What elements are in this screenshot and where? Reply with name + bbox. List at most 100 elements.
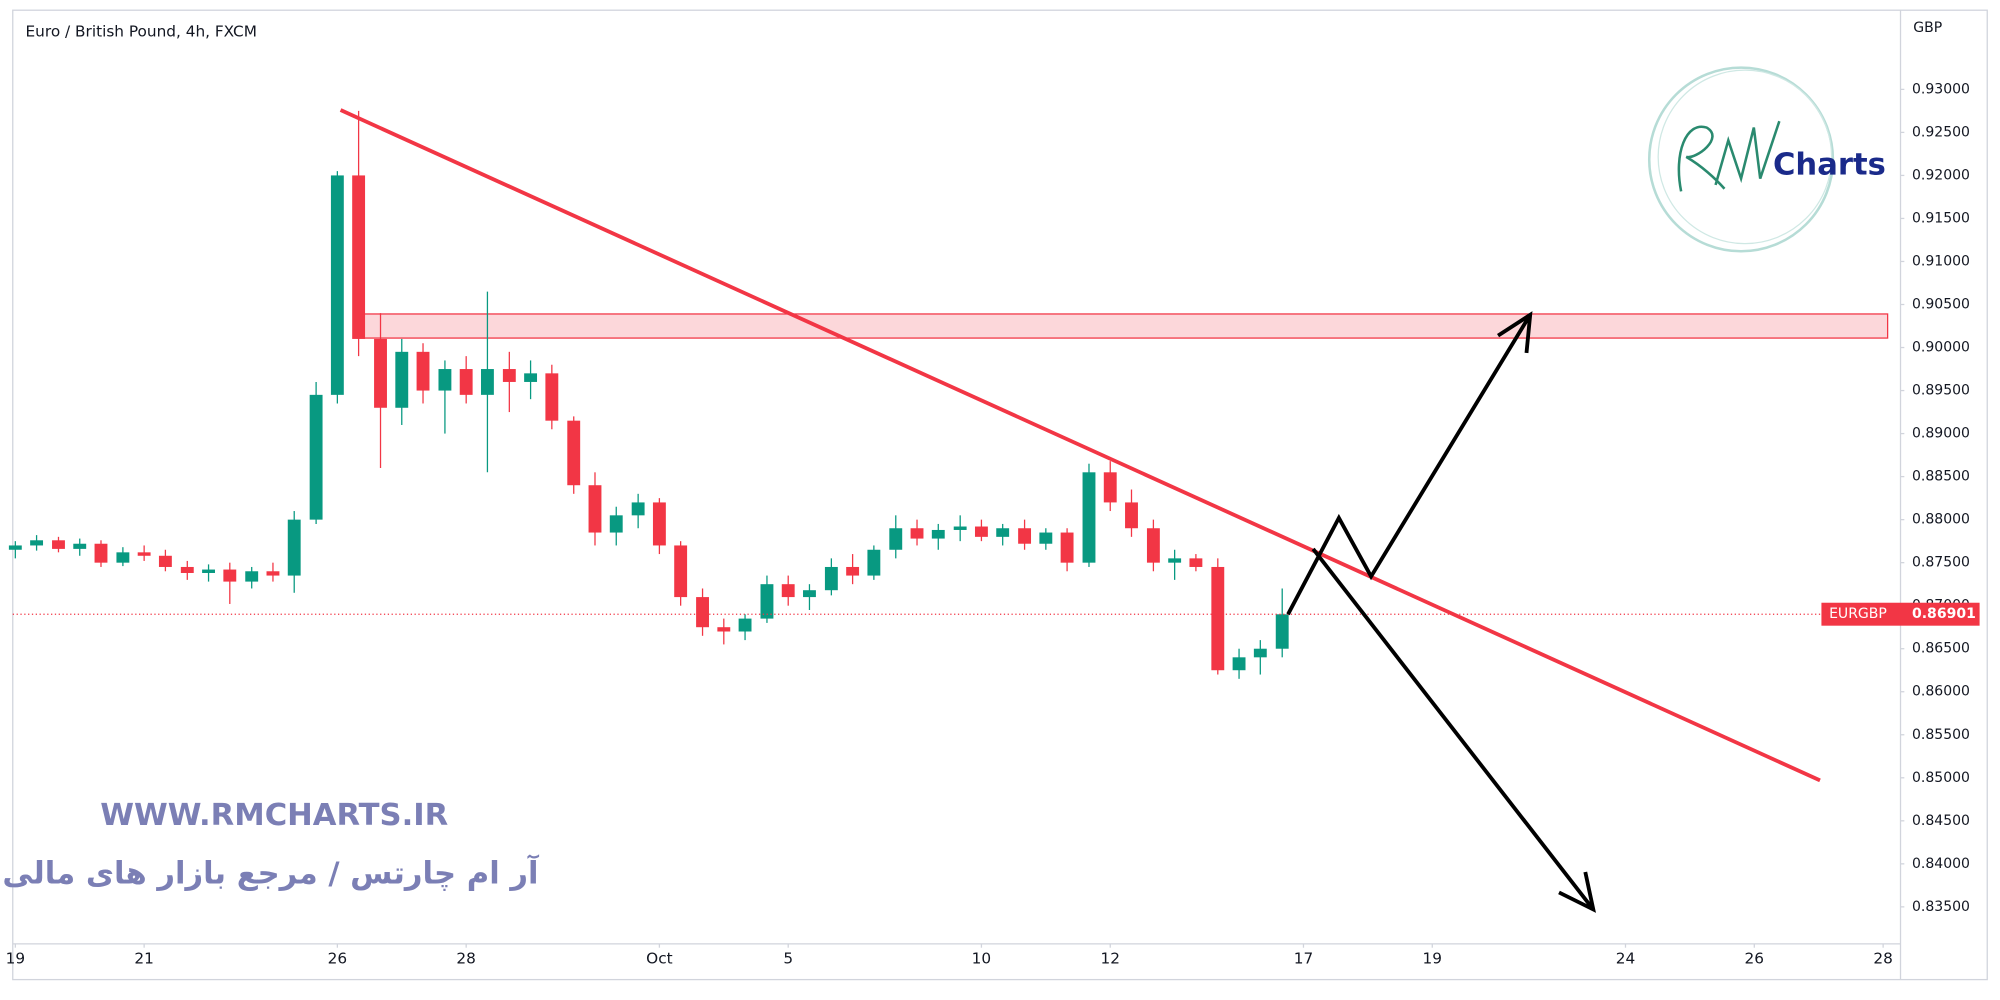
logo: Charts [1647,66,1886,253]
price-tag-symbol: EURGBP [1829,606,1887,622]
candle-body [73,543,87,549]
candle-body [374,338,387,408]
x-tick-label: 21 [134,950,153,968]
candle-body [223,569,237,582]
candle-body [931,529,945,539]
candle-body [889,528,903,550]
y-tick-label: 0.84500 [1912,813,1970,829]
watermark-tagline: آر ام چارتس / مرجع بازار های مالی [2,854,540,892]
candle-body [1232,657,1246,671]
y-tick-label: 0.92000 [1912,167,1970,183]
candle-body [609,515,623,533]
x-tick-label: 12 [1101,950,1120,968]
currency-label: GBP [1913,20,1942,36]
y-tick-label: 0.92500 [1912,124,1970,140]
candle-body [158,555,172,567]
y-tick-label: 0.87500 [1912,555,1970,571]
y-tick-label: 0.86000 [1912,684,1970,700]
x-tick-label: 26 [328,950,347,968]
arrow-head [1497,311,1533,354]
candle-body [1168,558,1182,563]
candle-body [674,545,688,598]
y-tick-label: 0.90000 [1912,340,1970,356]
candle-body [652,502,666,546]
candle-body [996,528,1010,537]
watermark-url: WWW.RMCHARTS.IR [100,798,448,833]
candle-body [1275,614,1289,649]
candle-body [974,526,988,537]
candle-body [30,540,44,546]
logo-text: Charts [1773,147,1886,182]
y-tick-label: 0.88000 [1912,512,1970,528]
candle-body [567,420,581,486]
candle-body [781,584,795,598]
candle-body [717,627,731,632]
candle-body [202,569,215,573]
candle-body [846,566,860,576]
y-tick-label: 0.91000 [1912,253,1970,269]
candle-body [116,552,130,563]
y-tick-label: 0.86500 [1912,641,1970,657]
price-tag-value: 0.86901 [1912,606,1976,622]
y-tick-label: 0.90500 [1912,297,1970,313]
projection-arrow [1286,313,1532,616]
candle-body [1018,528,1032,544]
candle-body [1103,472,1117,503]
candle-body [588,485,602,533]
trendline [339,108,1821,783]
y-tick-label: 0.93000 [1912,81,1970,97]
candle-body [631,502,645,516]
candle-body [1211,566,1225,671]
candle-body [910,528,924,539]
logo-ring [1647,66,1835,253]
resistance-zone [356,313,1889,339]
x-tick-label: 28 [1873,950,1892,968]
y-tick-label: 0.85500 [1912,727,1970,743]
candle-body [480,369,494,395]
candle-body [1189,558,1203,567]
candle-body [309,394,323,520]
candle-body [502,369,516,382]
x-tick-label: 10 [972,950,991,968]
candle-body [803,590,816,598]
y-tick-label: 0.88500 [1912,469,1970,485]
candle-body [330,175,344,395]
candle-body [8,545,22,550]
candle-body [545,373,559,421]
y-tick-label: 0.89500 [1912,383,1970,399]
y-tick-label: 0.83500 [1912,899,1970,915]
candle-body [953,526,967,530]
candle-body [395,351,409,408]
candle-body [696,597,709,628]
candle-body [438,369,452,391]
candle-body [1125,502,1138,529]
candle-body [1039,532,1053,544]
logo-mark [1677,120,1781,192]
candle-body [266,571,280,576]
candle-body [245,571,259,582]
y-tick-label: 0.85000 [1912,770,1970,786]
candle-body [180,566,194,573]
candle-body [867,549,881,576]
candle-body [287,519,301,576]
x-tick-label: 26 [1745,950,1764,968]
y-tick-label: 0.84000 [1912,856,1970,872]
candle-body [1060,532,1074,563]
candle-body [524,373,538,382]
x-tick-label: Oct [646,950,672,968]
x-tick-label: 28 [456,950,475,968]
frame [12,9,1988,981]
candle-body [94,543,108,563]
x-tick-label: 24 [1616,950,1635,968]
x-tick-label: 5 [783,950,793,968]
logo-ring [1657,69,1833,245]
arrow-head [1558,871,1596,913]
y-tick-label: 0.89000 [1912,426,1970,442]
candle-body [52,540,65,549]
x-tick-label: 19 [6,950,25,968]
projection-arrow [1311,547,1595,911]
candle-body [824,566,838,591]
price-tag [1821,602,1980,626]
